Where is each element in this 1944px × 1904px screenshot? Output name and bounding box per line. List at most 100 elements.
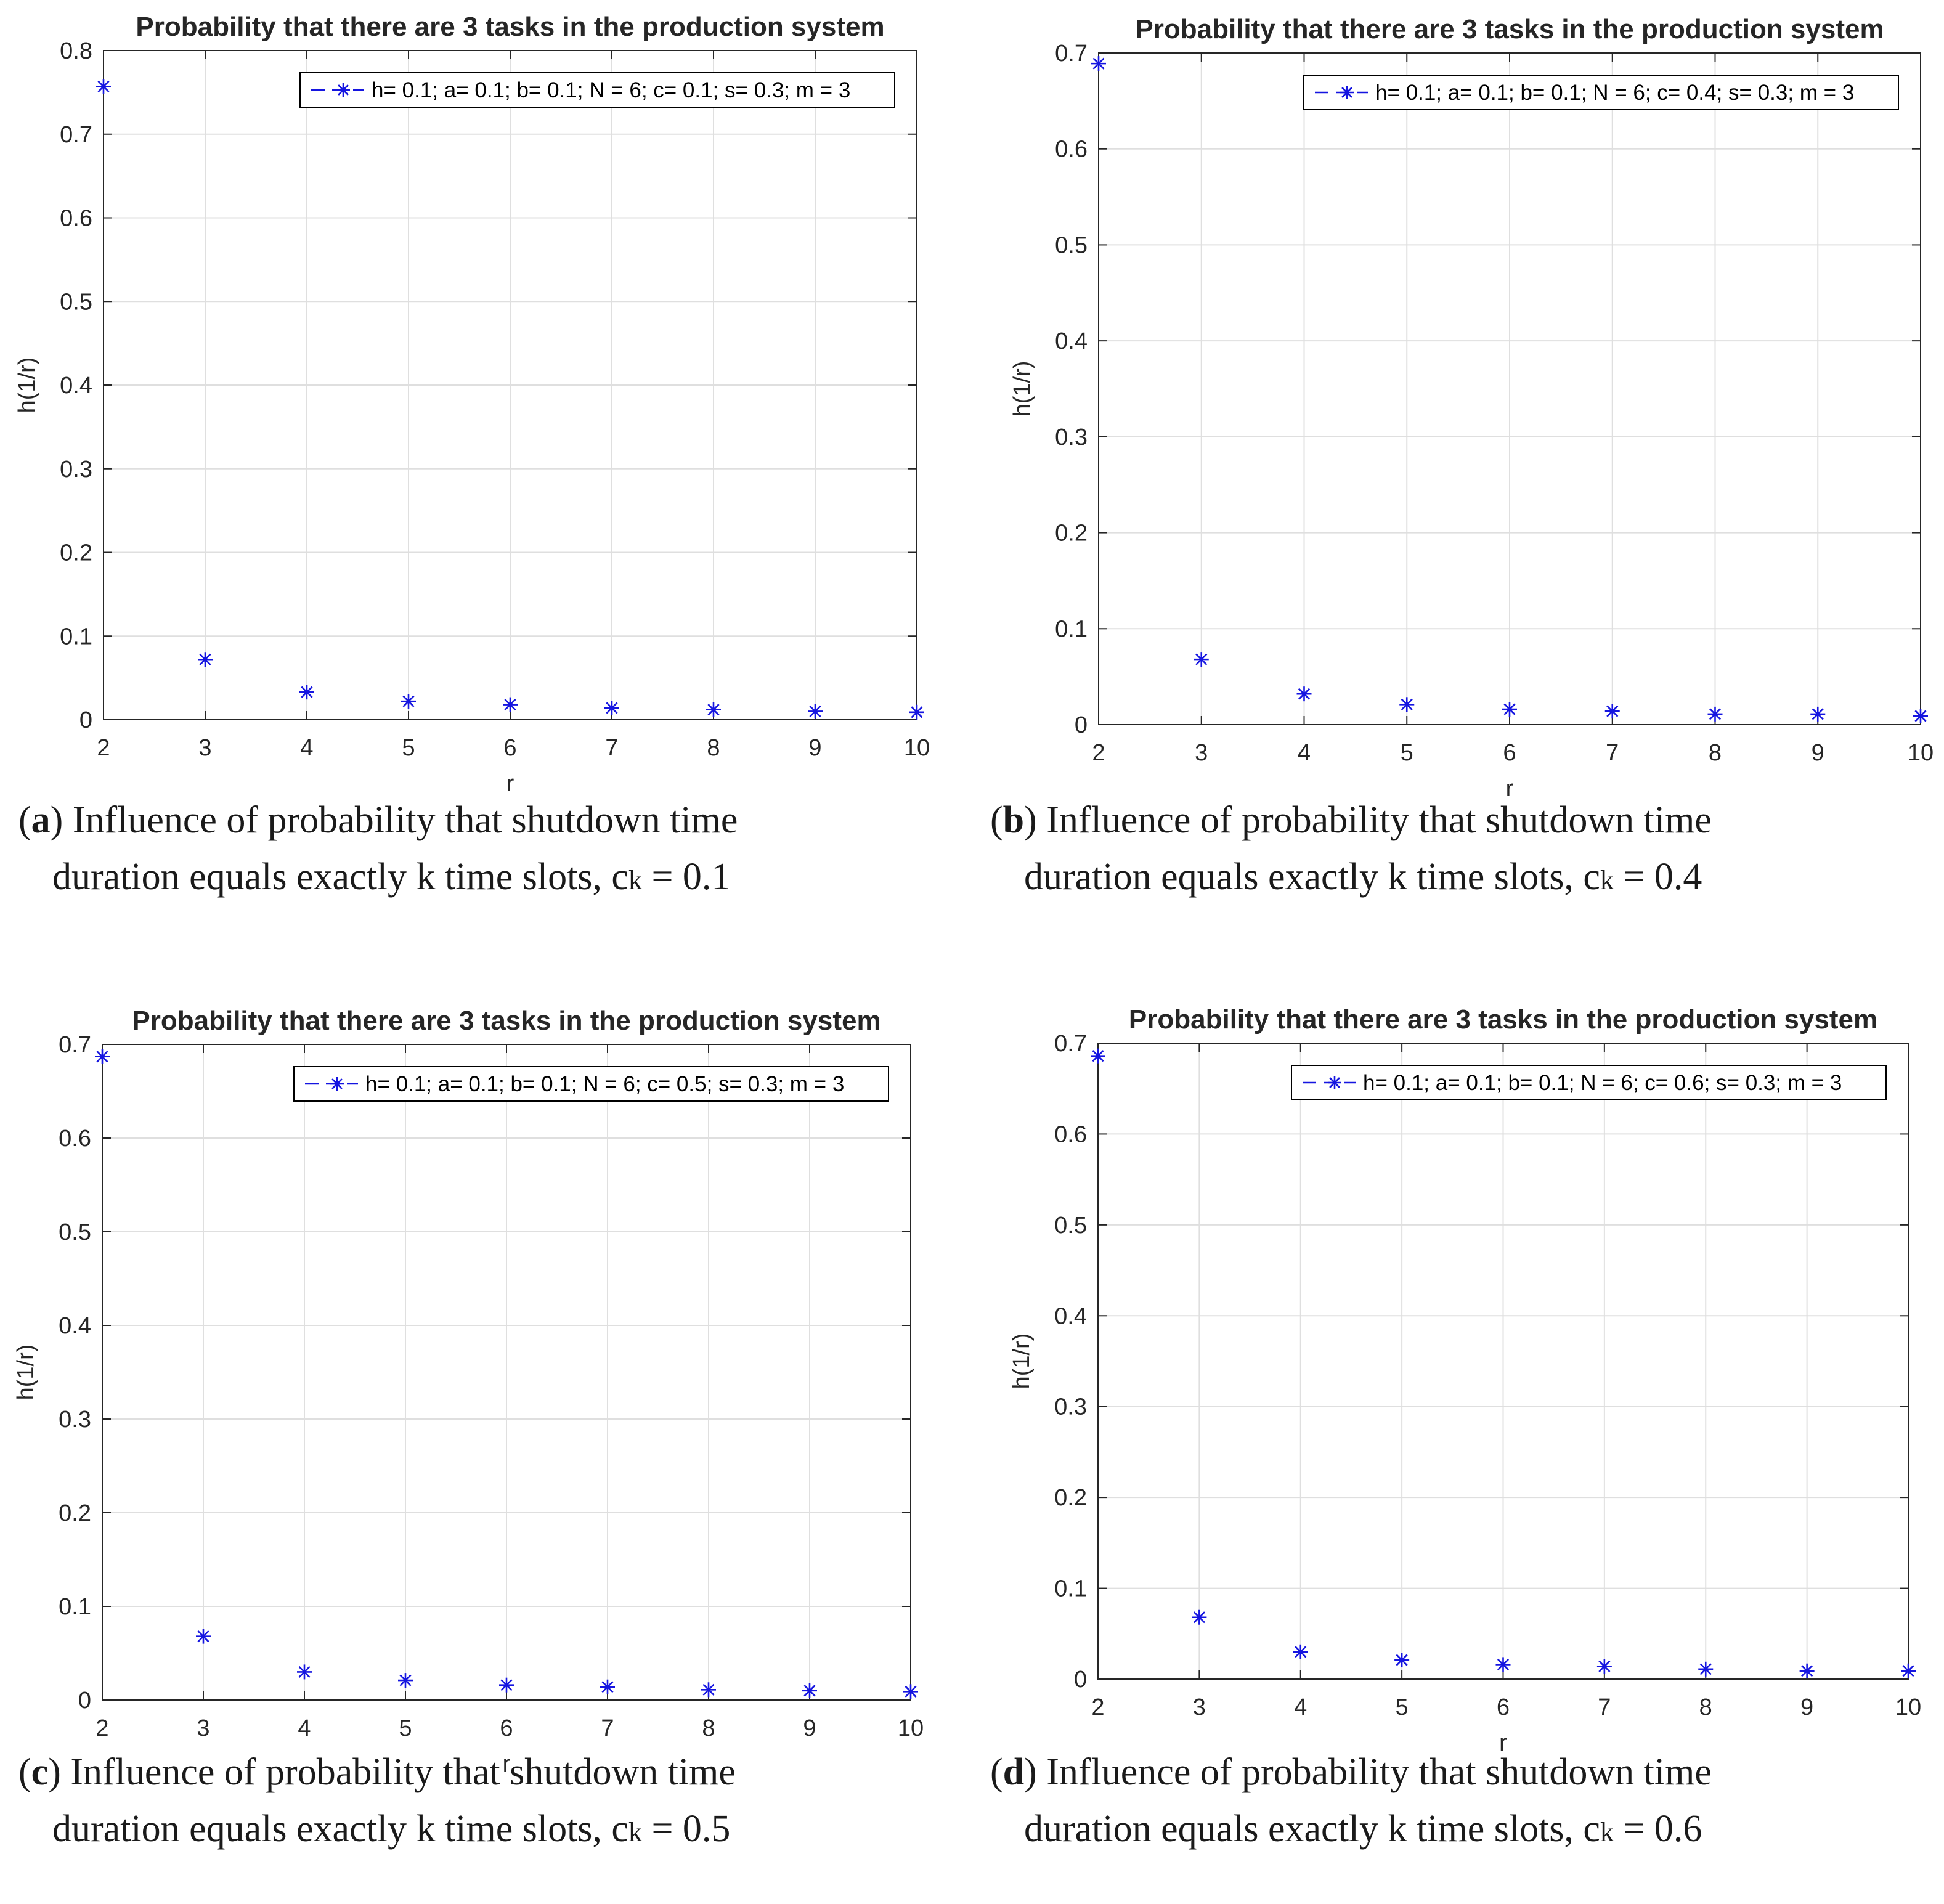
caption-letter: d	[1003, 1751, 1025, 1793]
x-tick-label: 6	[503, 735, 516, 761]
figure-panel-d: Probability that there are 3 tasks in th…	[972, 952, 1943, 1904]
y-axis-label: h(1/r)	[13, 1345, 39, 1401]
x-tick-label: 3	[1195, 740, 1208, 766]
chart-title: Probability that there are 3 tasks in th…	[1129, 1004, 1877, 1035]
x-tick-label: 8	[702, 1715, 715, 1741]
data-point	[297, 1664, 312, 1680]
data-point	[398, 1673, 413, 1688]
y-tick-label: 0.1	[1054, 1576, 1087, 1602]
x-tick-label: 7	[601, 1715, 614, 1741]
y-tick-label: 0.6	[1054, 1121, 1087, 1147]
x-tick-label: 8	[1709, 740, 1722, 766]
caption-letter: c	[31, 1751, 49, 1793]
x-tick-label: 9	[803, 1715, 816, 1741]
chart-title: Probability that there are 3 tasks in th…	[132, 1006, 880, 1036]
legend-marker-icon	[336, 83, 350, 97]
caption-subscript: k	[628, 1817, 642, 1847]
figure-panel-c: Probability that there are 3 tasks in th…	[0, 952, 972, 1904]
data-point	[808, 704, 823, 719]
x-tick-label: 10	[1908, 740, 1934, 766]
y-tick-label: 0	[1074, 1667, 1087, 1693]
y-tick-label: 0.6	[59, 1126, 91, 1152]
y-tick-label: 0.3	[1055, 425, 1088, 450]
y-axis-label: h(1/r)	[14, 357, 40, 413]
x-tick-label: 3	[198, 735, 211, 761]
x-tick-label: 7	[1606, 740, 1619, 766]
legend-box	[293, 1066, 889, 1102]
x-tick-label: 6	[1503, 740, 1516, 766]
y-tick-label: 0.4	[60, 373, 92, 399]
y-tick-label: 0.7	[59, 1032, 91, 1058]
y-tick-label: 0.4	[59, 1313, 91, 1339]
data-point	[1091, 1048, 1105, 1064]
data-point	[401, 694, 416, 709]
caption-value: = 0.5	[641, 1808, 731, 1850]
caption-a: (a) Influence of probability that shutdo…	[18, 799, 738, 898]
x-tick-label: 3	[1193, 1694, 1206, 1720]
x-tick-label: 6	[1497, 1694, 1510, 1720]
caption-letter: b	[1003, 799, 1025, 841]
data-point	[1293, 1644, 1308, 1659]
x-tick-label: 4	[1298, 740, 1311, 766]
data-point	[909, 704, 924, 720]
x-tick-label: 5	[399, 1715, 412, 1741]
y-tick-label: 0.5	[60, 289, 92, 315]
caption-subscript: k	[1600, 1817, 1614, 1847]
data-point	[1707, 706, 1723, 722]
legend-marker-icon	[330, 1077, 344, 1091]
data-point	[1604, 704, 1620, 719]
y-tick-label: 0.7	[1054, 1031, 1087, 1057]
caption-value: = 0.6	[1613, 1808, 1702, 1850]
caption-line2: duration equals exactly k time slots, c	[52, 856, 628, 898]
y-tick-label: 0.2	[1055, 521, 1088, 547]
x-tick-label: 3	[197, 1715, 209, 1741]
y-tick-label: 0.5	[1055, 232, 1088, 258]
x-tick-label: 6	[500, 1715, 513, 1741]
caption-value: = 0.1	[641, 856, 731, 898]
data-point	[196, 1629, 211, 1644]
y-tick-label: 0	[78, 1688, 91, 1714]
caption-line2: duration equals exactly k time slots, c	[1024, 856, 1600, 898]
x-tick-label: 4	[300, 735, 313, 761]
chart-c: Probability that there are 3 tasks in th…	[13, 1006, 924, 1777]
data-point	[802, 1683, 817, 1698]
data-point	[604, 700, 619, 715]
data-point	[299, 685, 314, 700]
data-point	[701, 1682, 716, 1698]
x-tick-label: 2	[97, 735, 110, 761]
caption-b: (b) Influence of probability that shutdo…	[990, 799, 1712, 898]
data-point	[1394, 1653, 1410, 1668]
caption-subscript: k	[628, 865, 642, 895]
caption-line2: duration equals exactly k time slots, c	[1024, 1808, 1600, 1850]
y-tick-label: 0.4	[1055, 328, 1088, 354]
figure-panel-b: Probability that there are 3 tasks in th…	[972, 0, 1943, 952]
legend-label: h= 0.1; a= 0.1; b= 0.1; N = 6; c= 0.6; s…	[1363, 1071, 1842, 1095]
caption-line1: ) Influence of probability that shutdown…	[1024, 799, 1712, 841]
x-tick-label: 5	[1396, 1694, 1409, 1720]
legend-label: h= 0.1; a= 0.1; b= 0.1; N = 6; c= 0.5; s…	[365, 1072, 844, 1096]
y-tick-label: 0	[1075, 712, 1088, 738]
data-point	[503, 697, 518, 712]
x-tick-label: 10	[898, 1715, 924, 1741]
y-tick-label: 0.6	[60, 206, 92, 232]
x-tick-label: 7	[1598, 1694, 1611, 1720]
chart-title: Probability that there are 3 tasks in th…	[136, 12, 884, 42]
y-tick-label: 0.2	[59, 1500, 91, 1526]
figure-panel-a: Probability that there are 3 tasks in th…	[0, 0, 972, 952]
y-tick-label: 0.1	[1055, 616, 1088, 642]
y-axis-label: h(1/r)	[1009, 1333, 1035, 1389]
x-axis-label: r	[506, 771, 514, 797]
legend-box	[1291, 1065, 1887, 1100]
data-point	[198, 652, 213, 667]
x-tick-label: 10	[1895, 1694, 1921, 1720]
y-tick-label: 0.1	[60, 624, 92, 649]
x-tick-label: 7	[605, 735, 618, 761]
x-tick-label: 2	[96, 1715, 108, 1741]
x-tick-label: 8	[707, 735, 720, 761]
caption-subscript: k	[1600, 865, 1614, 895]
caption-line1: ) Influence of probability that shutdown…	[1024, 1751, 1712, 1793]
data-point	[1194, 652, 1209, 667]
y-tick-label: 0.6	[1055, 137, 1088, 163]
y-tick-label: 0.2	[1054, 1485, 1087, 1511]
x-tick-label: 8	[1699, 1694, 1712, 1720]
